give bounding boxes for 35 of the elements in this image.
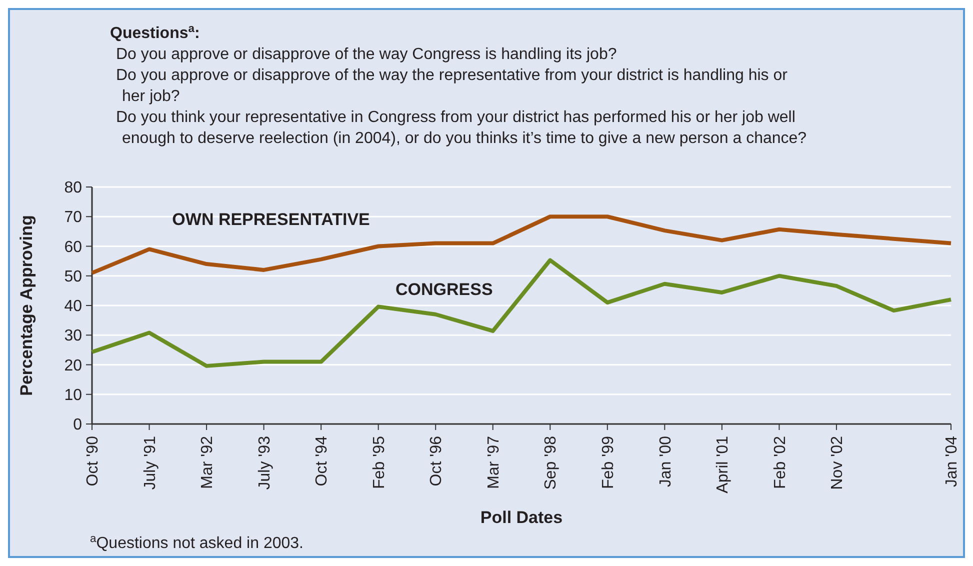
x-tick-label: Feb '02: [772, 436, 789, 489]
x-tick-label: Mar '97: [485, 436, 502, 489]
series-label: OWN REPRESENTATIVE: [172, 210, 370, 230]
y-tick-label: 40: [64, 298, 82, 316]
x-tick-label: Oct '94: [314, 436, 331, 486]
y-axis-title: Percentage Approving: [17, 215, 36, 396]
x-tick-label: July '91: [142, 436, 159, 490]
chart-title: Questions$^{a}$:: [110, 23, 200, 42]
x-tick-label: Mar '92: [199, 436, 216, 489]
x-tick-label: Feb '99: [600, 436, 617, 489]
x-tick-label: Sep '98: [542, 436, 560, 490]
line-series: [90, 214, 953, 275]
text: Do you think your representative in Congress from your district has performed his or her job well enough to deserve reelection (in 2004), or do you thinks it’s time to give a new person a chance?: [116, 109, 807, 147]
y-tick-label: 80: [64, 180, 82, 197]
x-axis-title: Poll Dates: [480, 508, 563, 527]
y-tick-label: 70: [64, 209, 82, 226]
y-tick-label: 0: [73, 416, 82, 434]
x-tick-label: July '93: [256, 436, 274, 490]
line-series: [90, 258, 953, 368]
series-label: CONGRESS: [396, 280, 493, 299]
y-tick-label: 60: [64, 238, 82, 256]
x-tick-label: Oct '96: [428, 436, 446, 486]
text: $^{a}$Questions not asked in 2003.: [90, 533, 304, 552]
x-tick-label: Oct '90: [84, 436, 102, 486]
x-tick-label: April '01: [714, 436, 732, 494]
text: Do you approve or disapprove of the way Congress is handling its job?: [116, 46, 617, 63]
text: Do you approve or disapprove of the way the representative from your district is handling his or her job?: [116, 67, 788, 105]
y-tick-label: 50: [64, 268, 82, 286]
y-tick-label: 20: [64, 357, 82, 374]
y-tick-label: 10: [64, 386, 82, 404]
x-tick-label: Jan '04: [944, 436, 961, 488]
x-tick-label: Nov '02: [829, 436, 846, 490]
x-tick-label: Jan '00: [657, 436, 674, 488]
x-tick-label: Feb '95: [370, 436, 388, 489]
y-tick-label: 30: [64, 328, 82, 345]
